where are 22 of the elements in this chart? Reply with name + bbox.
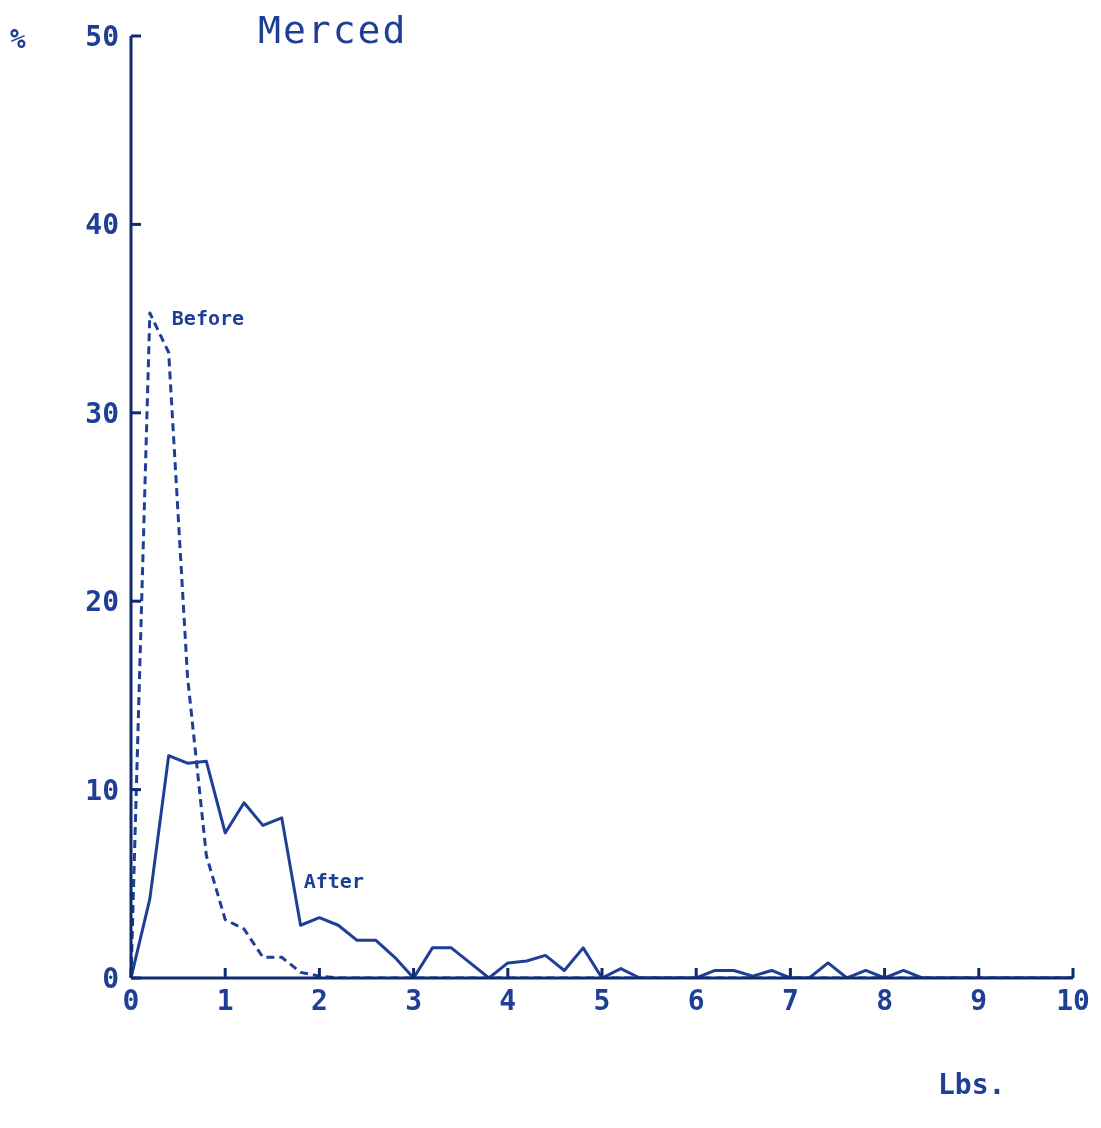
x-tick-label: 6 [687,983,705,1017]
x-tick-label: 0 [122,983,140,1017]
x-tick-label: 5 [593,983,611,1017]
x-tick-label: 2 [310,983,328,1017]
x-tick-label: 1 [216,983,234,1017]
chart-title: Merced [258,8,408,52]
series-label: Before [171,305,245,330]
y-tick-label: 0 [102,961,119,995]
x-tick-label: 8 [876,983,894,1017]
y-tick-label: 40 [85,208,119,242]
y-tick-label: 20 [85,585,119,619]
x-tick-label: 10 [1056,983,1090,1017]
y-tick-label: 50 [85,19,119,53]
x-tick-label: 7 [781,983,799,1017]
x-axis-title: Lbs. [938,1068,1006,1101]
y-axis-title: % [10,24,26,54]
y-tick-label: 10 [85,773,119,807]
series-label: After [303,868,364,893]
x-tick-label: 3 [405,983,423,1017]
y-tick-label: 30 [85,396,119,430]
x-tick-label: 9 [970,983,988,1017]
x-tick-label: 4 [499,983,517,1017]
